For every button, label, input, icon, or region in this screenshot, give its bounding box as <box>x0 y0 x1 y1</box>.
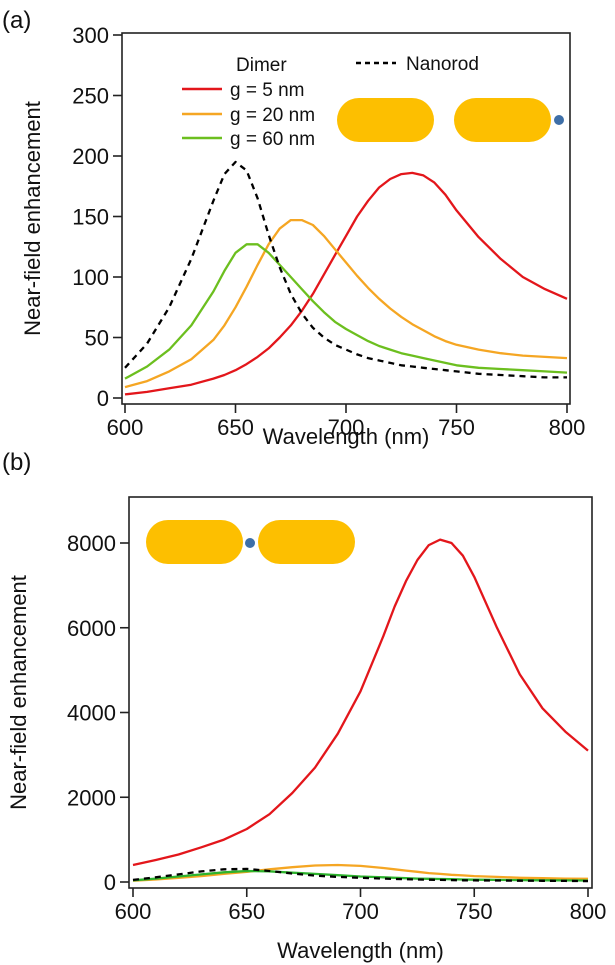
y-tick-label: 0 <box>104 870 116 895</box>
series-line-nanorod <box>124 160 567 379</box>
series-line-g-20-nm <box>124 218 568 389</box>
legend-label: g = 20 nm <box>230 105 315 126</box>
legend-title: Dimer <box>236 55 287 76</box>
y-tick-label: 300 <box>72 23 109 48</box>
series-line-g-5-nm <box>124 171 568 396</box>
panel-label-b: (b) <box>2 449 31 476</box>
y-axis-label: Near-field enhancement <box>20 101 45 336</box>
y-tick-label: 0 <box>97 386 109 411</box>
x-tick-label: 750 <box>438 415 475 440</box>
x-tick-label: 650 <box>228 899 265 924</box>
legend-label: Nanorod <box>406 54 479 75</box>
y-tick-label: 8000 <box>67 531 116 556</box>
legend-item-g5: g = 5 nm <box>182 80 304 101</box>
panel-a: 600 650 700 750 800 0 50 100 150 200 250 300 Wavelen… <box>20 23 585 449</box>
series-line-nanorod <box>132 867 589 883</box>
x-axis-label: Wavelength (nm) <box>263 424 430 449</box>
nanorod-left <box>337 98 434 142</box>
y-tick-label: 200 <box>72 144 109 169</box>
y-tick-label: 100 <box>72 265 109 290</box>
x-tick-label: 700 <box>342 899 379 924</box>
molecule-dot <box>245 538 255 548</box>
molecule-dot <box>554 115 564 125</box>
series-line-g-5-nm <box>132 538 589 867</box>
y-tick-label: 250 <box>72 84 109 109</box>
x-axis-label: Wavelength (nm) <box>277 938 444 963</box>
x-tick-label: 600 <box>115 899 152 924</box>
legend-item-nanorod: Nanorod <box>356 54 479 75</box>
legend-item-g20: g = 20 nm <box>182 105 315 126</box>
x-tick-label: 650 <box>217 415 254 440</box>
legend-label: g = 5 nm <box>230 80 304 101</box>
x-tick-label: 750 <box>456 899 493 924</box>
series-line-g-60-nm <box>124 243 568 380</box>
inset-dimer-gap-molecule <box>146 520 355 564</box>
y-axis-label: Near-field enhancement <box>6 575 31 810</box>
nanorod-left <box>146 520 243 564</box>
x-tick-label: 800 <box>570 899 607 924</box>
legend-item-g60: g = 60 nm <box>182 129 315 150</box>
y-tick-label: 50 <box>85 326 109 351</box>
x-tick-label: 800 <box>549 415 586 440</box>
inset-dimer-end-molecule <box>337 98 564 142</box>
legend-label: g = 60 nm <box>230 129 315 150</box>
panel-label-a: (a) <box>2 7 31 34</box>
x-tick-label: 700 <box>328 415 365 440</box>
y-tick-label: 150 <box>72 205 109 230</box>
panel-b: 600 650 700 750 80002000400060008000Waveleng… <box>6 496 607 963</box>
y-tick-label: 2000 <box>67 785 116 810</box>
y-tick-label: 4000 <box>67 701 116 726</box>
series-line-g-20-nm <box>132 863 589 882</box>
y-tick-label: 6000 <box>67 616 116 641</box>
x-tick-label: 600 <box>107 415 144 440</box>
nanorod-right <box>454 98 551 142</box>
legend: Dimer g = 5 nm g = 20 nm g = 60 nm Nanor… <box>182 54 479 150</box>
nanorod-right <box>258 520 355 564</box>
